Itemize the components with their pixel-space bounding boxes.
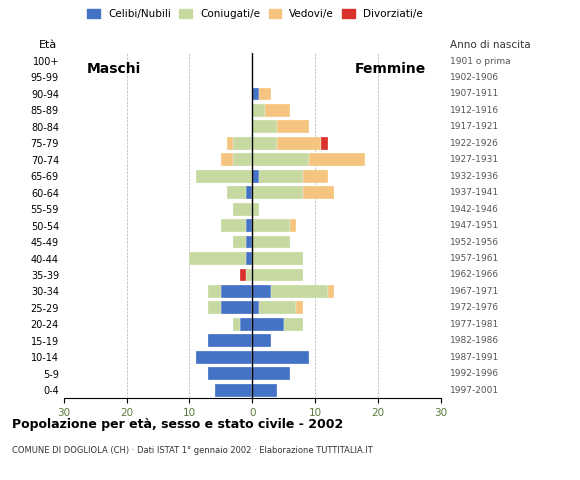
Bar	[246, 236, 252, 249]
Text: Anno di nascita: Anno di nascita	[450, 39, 531, 49]
Bar	[290, 219, 296, 232]
Bar	[265, 104, 290, 117]
Bar	[252, 104, 265, 117]
Text: 1927-1931: 1927-1931	[450, 155, 499, 164]
Text: 1942-1946: 1942-1946	[450, 204, 499, 214]
Text: 1977-1981: 1977-1981	[450, 320, 499, 329]
Bar	[233, 318, 240, 331]
Bar	[246, 268, 252, 281]
Bar	[252, 318, 284, 331]
Bar	[303, 170, 328, 183]
Text: 1957-1961: 1957-1961	[450, 254, 499, 263]
Bar	[271, 285, 328, 298]
Bar	[221, 301, 252, 314]
Text: 1907-1911: 1907-1911	[450, 89, 499, 98]
Bar	[252, 137, 277, 150]
Bar	[252, 335, 271, 347]
Bar	[252, 351, 309, 364]
Bar	[246, 186, 252, 199]
Bar	[252, 384, 277, 396]
Text: 1997-2001: 1997-2001	[450, 385, 499, 395]
Bar	[233, 153, 252, 166]
Bar	[227, 137, 233, 150]
Bar	[252, 87, 259, 100]
Bar	[277, 137, 321, 150]
Bar	[215, 384, 252, 396]
Bar	[252, 268, 303, 281]
Text: 1937-1941: 1937-1941	[450, 188, 499, 197]
Bar	[221, 285, 252, 298]
Text: 1952-1956: 1952-1956	[450, 238, 499, 247]
Legend: Celibi/Nubili, Coniugati/e, Vedovi/e, Divorziati/e: Celibi/Nubili, Coniugati/e, Vedovi/e, Di…	[83, 5, 427, 24]
Text: 1922-1926: 1922-1926	[450, 139, 499, 148]
Bar	[233, 137, 252, 150]
Bar	[196, 170, 252, 183]
Bar	[259, 87, 271, 100]
Text: 1932-1936: 1932-1936	[450, 172, 499, 181]
Text: 1902-1906: 1902-1906	[450, 73, 499, 82]
Bar	[208, 335, 252, 347]
Bar	[233, 236, 246, 249]
Bar	[252, 236, 290, 249]
Bar	[240, 268, 246, 281]
Text: 1972-1976: 1972-1976	[450, 303, 499, 312]
Bar	[240, 318, 252, 331]
Bar	[252, 153, 309, 166]
Bar	[252, 203, 259, 216]
Bar	[277, 120, 309, 133]
Bar	[221, 219, 246, 232]
Bar	[196, 351, 252, 364]
Bar	[296, 301, 303, 314]
Bar	[208, 285, 221, 298]
Bar	[303, 186, 334, 199]
Text: 1982-1986: 1982-1986	[450, 336, 499, 345]
Text: 1912-1916: 1912-1916	[450, 106, 499, 115]
Bar	[259, 301, 296, 314]
Bar	[208, 301, 221, 314]
Text: 1987-1991: 1987-1991	[450, 353, 499, 362]
Bar	[252, 301, 259, 314]
Text: 1917-1921: 1917-1921	[450, 122, 499, 132]
Bar	[208, 367, 252, 380]
Bar	[259, 170, 303, 183]
Bar	[252, 120, 277, 133]
Text: Maschi: Maschi	[87, 62, 141, 76]
Text: Popolazione per età, sesso e stato civile - 2002: Popolazione per età, sesso e stato civil…	[12, 418, 343, 431]
Text: 1967-1971: 1967-1971	[450, 287, 499, 296]
Text: Femmine: Femmine	[355, 62, 426, 76]
Text: 1947-1951: 1947-1951	[450, 221, 499, 230]
Text: COMUNE DI DOGLIOLA (CH) · Dati ISTAT 1° gennaio 2002 · Elaborazione TUTTITALIA.I: COMUNE DI DOGLIOLA (CH) · Dati ISTAT 1° …	[12, 446, 372, 456]
Bar	[284, 318, 303, 331]
Bar	[190, 252, 246, 265]
Bar	[233, 203, 252, 216]
Text: 1901 o prima: 1901 o prima	[450, 57, 511, 66]
Bar	[246, 219, 252, 232]
Bar	[252, 186, 303, 199]
Text: Età: Età	[39, 39, 57, 49]
Bar	[227, 186, 246, 199]
Bar	[246, 252, 252, 265]
Bar	[221, 153, 233, 166]
Bar	[252, 170, 259, 183]
Text: 1962-1966: 1962-1966	[450, 270, 499, 279]
Bar	[252, 252, 303, 265]
Bar	[252, 219, 290, 232]
Text: 1992-1996: 1992-1996	[450, 369, 499, 378]
Bar	[321, 137, 328, 150]
Bar	[309, 153, 365, 166]
Bar	[252, 285, 271, 298]
Bar	[328, 285, 334, 298]
Bar	[252, 367, 290, 380]
